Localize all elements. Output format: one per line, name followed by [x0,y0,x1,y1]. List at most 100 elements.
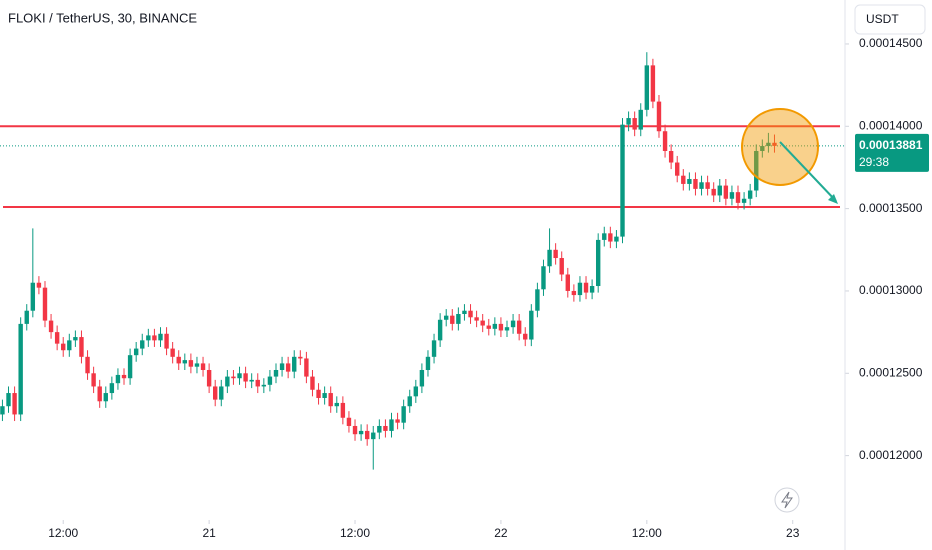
candle-body [413,386,419,397]
x-tick-label: 12:00 [340,526,370,540]
candle-body [772,142,777,146]
candle-body [668,150,674,163]
y-tick-label: 0.00013000 [859,283,923,297]
arrow-line [779,141,837,202]
candle-body [334,402,339,407]
candle-body [614,236,619,242]
candle-body [237,373,242,379]
candle-body [468,310,473,318]
candle-body [516,320,522,334]
y-tick-label: 0.00012500 [859,365,923,379]
highlight-circle [741,108,819,186]
candle-body [340,402,346,418]
candle-body [140,340,145,349]
candle-body [36,282,42,288]
candle-body [510,320,516,328]
candle-body [608,233,613,242]
candle-body [261,384,267,387]
candle-body [389,419,394,431]
candle-body [103,393,108,402]
y-tick-label: 0.00014000 [859,118,923,132]
candle-body [54,332,60,344]
candle-body [42,287,48,321]
candle-body [425,356,431,370]
candle-body [656,101,662,132]
candle-body [401,406,406,423]
candle-body [559,258,564,275]
candle-body [583,282,589,293]
candle-body [444,315,449,320]
candle-body [219,386,224,400]
candle-body [377,425,382,433]
candle-body [292,356,297,372]
candle-body [486,325,491,329]
candle-body [61,343,66,351]
candle-body [535,289,540,311]
candle-body [498,323,504,331]
last-price-box [855,133,929,172]
candle-body [687,178,692,184]
candle-body [73,337,78,341]
candle-body [626,118,631,125]
chart-title: FLOKI / TetherUS, 30, BINANCE [8,10,197,25]
candle-body [675,162,680,176]
candle-body [85,356,90,374]
candle-body [24,310,29,324]
candle-body [79,337,84,357]
candle-body [747,190,753,199]
candle-body [273,369,279,377]
replay-icon[interactable] [774,487,800,513]
x-tick-label: 22 [494,526,508,540]
candle-body [243,373,248,382]
candle-body [431,340,437,357]
candle-body [0,406,5,415]
candle-body [754,150,759,191]
candle-body [328,393,333,407]
candle-body [316,389,321,398]
currency-button[interactable] [854,4,926,35]
candle-body [194,363,200,367]
candle-body [407,396,412,407]
candle-body [225,376,230,387]
candle-body [6,393,11,407]
candle-body [188,360,194,367]
lightning-icon[interactable] [781,491,793,509]
candle-body [97,386,102,402]
candle-body [662,131,668,151]
candle-body [395,419,400,423]
candle-body [523,333,528,340]
candle-body [109,383,115,394]
candle-body [364,430,370,440]
y-tick-label: 0.00014500 [859,36,923,50]
candle-body [456,314,461,324]
y-tick-label: 0.00012000 [859,448,923,462]
candle-body [152,335,157,341]
candle-body [681,175,686,184]
candle-body [638,109,643,130]
x-tick-label: 21 [202,526,216,540]
x-tick-label: 23 [786,526,800,540]
candle-body [267,376,273,385]
candle-body [279,363,285,370]
candle-body [182,360,188,364]
candle-body [48,320,54,333]
candle-body [115,374,121,384]
candle-body [255,379,260,387]
candle-body [602,233,607,240]
candle-body [127,355,133,379]
plot-area: 0.00012000 0.00012500 0.00013000 0.00013500… [0,36,923,540]
countdown-label: 29:38 [859,155,889,169]
currency-label[interactable]: USDT [866,12,899,26]
candle-body [474,317,479,321]
last-price-label: 0.00013881 [859,138,923,152]
candle-body [322,393,327,398]
candle-body [67,340,72,351]
candle-body [437,319,443,341]
candle-body [231,376,236,379]
candle-body [158,333,163,341]
candle-body [571,290,577,296]
candle-body [419,369,425,387]
candle-body [170,348,175,357]
candle-body [741,198,747,203]
